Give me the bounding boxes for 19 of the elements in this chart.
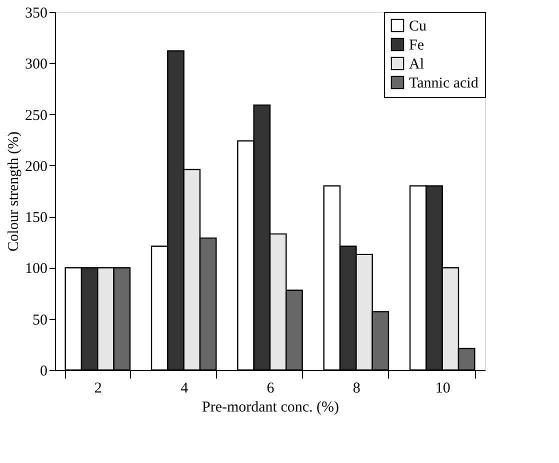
y-tick-label: 50 [32, 312, 48, 328]
y-tick-label: 350 [25, 6, 48, 22]
x-tick-label: 2 [94, 380, 102, 396]
legend-label: Al [409, 56, 424, 72]
y-tick-label: 250 [25, 108, 48, 124]
x-tick-label: 8 [352, 380, 360, 396]
legend-label: Tannic acid [409, 76, 479, 92]
y-tick-label: 150 [25, 210, 48, 226]
legend-label: Fe [409, 38, 424, 54]
y-tick-label: 200 [25, 158, 48, 175]
y-tick-label: 0 [40, 364, 48, 380]
x-tick-label: 4 [180, 380, 189, 396]
x-tick-label: 10 [435, 380, 450, 396]
y-axis-title: Colour strength (%) [6, 132, 22, 252]
legend-label: Cu [409, 18, 428, 34]
y-tick-label: 300 [25, 56, 48, 73]
x-axis-title: Pre-mordant conc. (%) [202, 400, 340, 416]
y-tick-label: 100 [25, 261, 48, 278]
x-tick-label: 6 [266, 380, 275, 396]
